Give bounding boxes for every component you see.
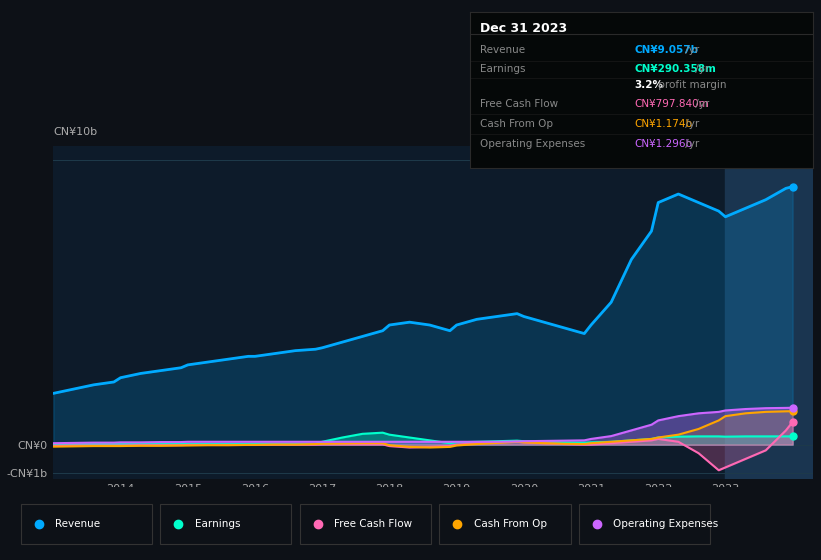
FancyBboxPatch shape [439,504,571,544]
Text: CN¥10b: CN¥10b [53,127,98,137]
Text: 3.2%: 3.2% [635,80,663,90]
Text: CN¥1.174b: CN¥1.174b [635,119,692,129]
FancyBboxPatch shape [160,504,291,544]
Text: CN¥1.296b: CN¥1.296b [635,139,692,149]
Text: Revenue: Revenue [480,45,525,55]
Text: Revenue: Revenue [55,519,100,529]
Text: /yr: /yr [681,45,699,55]
Text: /yr: /yr [692,64,709,74]
Text: /yr: /yr [681,139,699,149]
Text: /yr: /yr [692,99,709,109]
Bar [726,146,813,479]
Text: CN¥797.840m: CN¥797.840m [635,99,709,109]
Text: Cash From Op: Cash From Op [480,119,553,129]
Text: Cash From Op: Cash From Op [474,519,547,529]
Text: Earnings: Earnings [480,64,525,74]
Text: Dec 31 2023: Dec 31 2023 [480,22,567,35]
Text: Free Cash Flow: Free Cash Flow [480,99,558,109]
Text: /yr: /yr [681,119,699,129]
Text: profit margin: profit margin [655,80,727,90]
Text: Free Cash Flow: Free Cash Flow [334,519,412,529]
Text: Operating Expenses: Operating Expenses [480,139,585,149]
Text: CN¥9.057b: CN¥9.057b [635,45,699,55]
Text: Earnings: Earnings [195,519,240,529]
FancyBboxPatch shape [579,504,710,544]
FancyBboxPatch shape [300,504,431,544]
FancyBboxPatch shape [21,504,152,544]
Text: CN¥290.358m: CN¥290.358m [635,64,716,74]
Text: Operating Expenses: Operating Expenses [613,519,718,529]
